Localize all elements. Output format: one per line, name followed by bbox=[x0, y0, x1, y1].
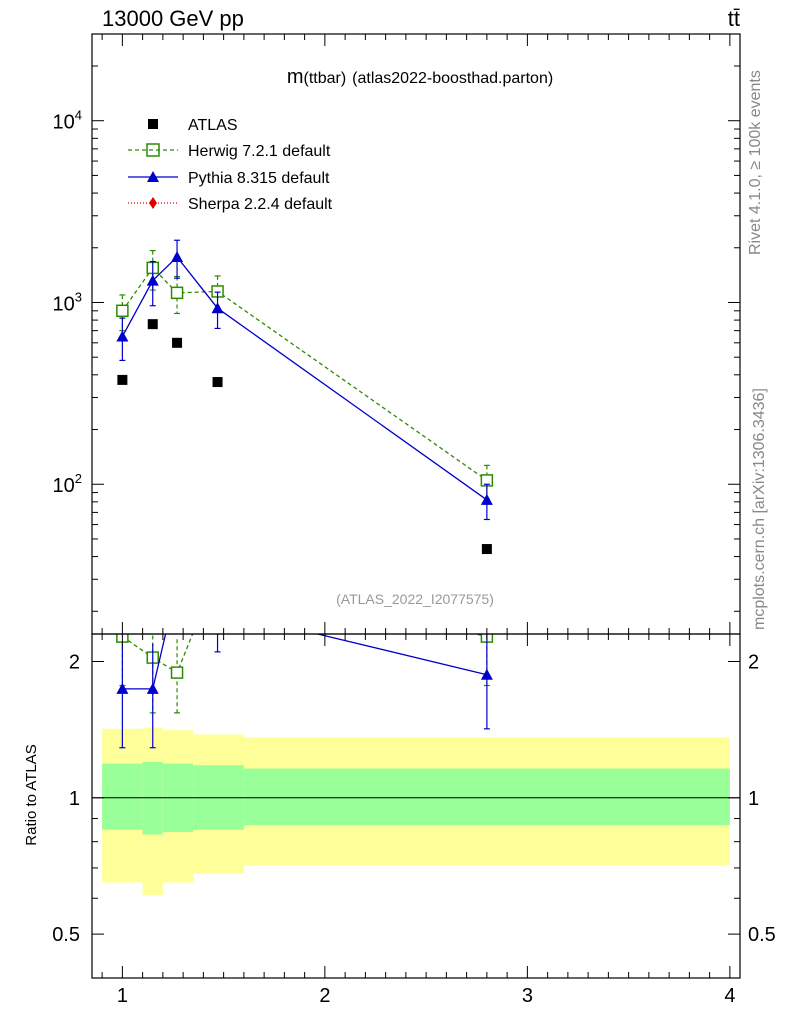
title-sub: (ttbar) bbox=[303, 70, 346, 87]
pythia-ratio-point bbox=[480, 668, 493, 680]
atlas-data-point bbox=[212, 377, 223, 388]
energy-label: 13000 GeV pp bbox=[102, 6, 244, 31]
ratio-frame bbox=[91, 633, 741, 979]
x-tick-label: 3 bbox=[522, 985, 533, 1007]
process-label: tt̄ bbox=[728, 6, 740, 31]
pythia-point bbox=[211, 302, 224, 314]
atlas-data-point bbox=[481, 544, 492, 555]
pythia-ratio-line bbox=[122, 634, 488, 690]
ratio-y-tick-label-left: 1 bbox=[69, 788, 80, 810]
legend-atlas-label: ATLAS bbox=[188, 117, 238, 134]
rivet-version-label: Rivet 4.1.0, ≥ 100k events bbox=[747, 70, 764, 255]
pythia-point bbox=[146, 274, 159, 286]
stat-uncertainty-band bbox=[243, 768, 730, 826]
main-plot-marks bbox=[116, 239, 494, 555]
pythia-point bbox=[480, 493, 493, 505]
main-clip-group bbox=[116, 239, 494, 555]
main-y-tick-label: 102 bbox=[53, 471, 82, 497]
ratio-clip-group bbox=[116, 567, 494, 749]
main-y-tick-label: 104 bbox=[53, 108, 82, 134]
pythia-ratio-point bbox=[116, 682, 129, 694]
pythia-point bbox=[171, 250, 184, 262]
atlas-data-point bbox=[172, 337, 183, 348]
ratio-y-tick-label-right: 0.5 bbox=[748, 924, 776, 946]
herwig-ratio-line bbox=[122, 634, 488, 674]
pythia-point bbox=[116, 330, 129, 342]
legend-herwig-marker bbox=[146, 143, 160, 157]
atlas-data-point bbox=[147, 319, 158, 330]
analysis-watermark: (ATLAS_2022_I2077575) bbox=[336, 591, 494, 607]
ratio-plot-marks bbox=[116, 567, 494, 749]
herwig-ratio-point bbox=[170, 666, 184, 679]
legend-herwig-label: Herwig 7.2.1 default bbox=[188, 143, 331, 160]
herwig-ratio-point bbox=[212, 567, 223, 578]
ratio-y-tick-label-right: 2 bbox=[748, 651, 759, 673]
pythia-ratio-point bbox=[171, 579, 183, 590]
atlas-data-point bbox=[117, 374, 128, 385]
legend-pythia-marker bbox=[147, 171, 159, 182]
ratio-y-tick-label-left: 0.5 bbox=[52, 924, 80, 946]
main-title: m(ttbar) (atlas2022-boosthad.parton) bbox=[287, 66, 553, 88]
x-tick-label: 2 bbox=[319, 985, 330, 1007]
stat-uncertainty-band bbox=[102, 763, 143, 830]
herwig-point bbox=[116, 304, 129, 318]
legend-atlas-marker bbox=[148, 119, 158, 129]
ratio-uncertainty-bands bbox=[92, 727, 740, 896]
ratio-y-tick-label-left: 2 bbox=[69, 651, 80, 673]
herwig-point bbox=[170, 286, 184, 300]
axes: 102 103 104 0.5 0.5 1 1 2 2 1 2 3 4 bbox=[52, 33, 776, 1007]
legend: ATLAS Herwig 7.2.1 default Pythia 8.315 … bbox=[128, 117, 333, 213]
pythia-ratio-point bbox=[212, 604, 224, 615]
ratio-y-tick-label-right: 1 bbox=[748, 788, 759, 810]
pythia-ratio-point bbox=[146, 682, 159, 694]
x-tick-label: 1 bbox=[117, 985, 128, 1007]
mcplots-label: mcplots.cern.ch [arXiv:1306.3436] bbox=[751, 388, 768, 630]
title-rest: (atlas2022-boosthad.parton) bbox=[352, 70, 553, 87]
x-tick-label: 4 bbox=[724, 985, 735, 1007]
title-m: m bbox=[287, 66, 304, 88]
legend-sherpa-label: Sherpa 2.2.4 default bbox=[188, 196, 333, 213]
main-y-tick-label: 103 bbox=[53, 289, 82, 315]
ratio-y-axis-label: Ratio to ATLAS bbox=[23, 744, 40, 845]
legend-pythia-label: Pythia 8.315 default bbox=[188, 170, 330, 187]
legend-sherpa-marker bbox=[149, 197, 157, 209]
